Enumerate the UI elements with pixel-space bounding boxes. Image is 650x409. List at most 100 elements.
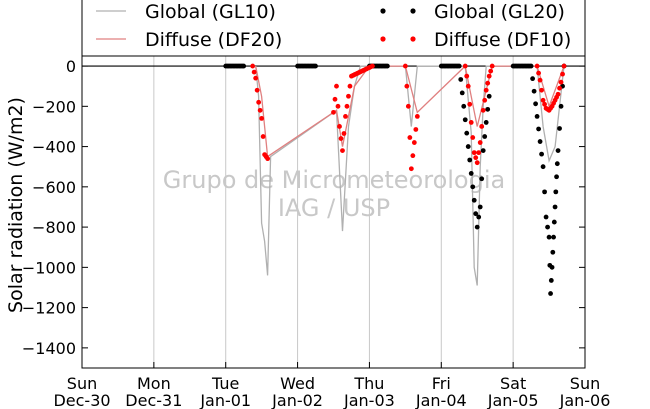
data-point <box>561 63 567 69</box>
legend-label-gl20: Global (GL20) <box>434 1 565 23</box>
y-tick-label: −800 <box>32 218 76 237</box>
legend-item-gl10: Global (GL10) <box>96 1 276 23</box>
data-point <box>554 174 559 180</box>
x-tick-date: Dec-30 <box>53 391 110 409</box>
data-point <box>536 70 541 76</box>
data-point <box>543 214 549 220</box>
data-point <box>539 87 544 93</box>
data-point <box>346 93 351 99</box>
data-point <box>471 197 477 203</box>
data-point <box>464 73 470 79</box>
x-tick-date: Jan-02 <box>271 391 323 409</box>
data-point <box>461 103 467 109</box>
x-tick-date: Dec-31 <box>125 391 182 409</box>
x-tick-day: Sat <box>500 374 526 393</box>
data-point <box>313 63 318 69</box>
data-point <box>479 124 485 129</box>
data-point <box>468 120 474 125</box>
data-point <box>407 135 413 140</box>
data-point <box>411 140 417 145</box>
data-point <box>347 83 353 89</box>
legend-label-df20: Diffuse (DF20) <box>145 29 282 51</box>
data-point <box>477 204 483 210</box>
data-point <box>480 107 486 113</box>
data-point <box>334 83 339 89</box>
x-tick-date: Jan-06 <box>559 391 611 409</box>
data-point <box>241 63 247 69</box>
data-point <box>405 103 411 109</box>
x-tick-date: Jan-01 <box>199 391 251 409</box>
legend: Global (GL10) Diffuse (DF20) Global (GL2… <box>81 0 586 57</box>
data-point <box>404 83 410 89</box>
data-point <box>470 184 476 190</box>
y-axis-label: Solar radiation (W/m2) <box>5 97 27 313</box>
data-point <box>546 234 552 240</box>
data-point <box>534 113 540 119</box>
x-tick-day: Mon <box>137 374 171 393</box>
data-point <box>456 63 462 69</box>
data-point <box>402 63 408 69</box>
y-tick-label: −600 <box>32 178 76 197</box>
data-point <box>476 214 482 220</box>
data-point <box>473 155 479 161</box>
data-point <box>540 164 546 170</box>
data-point <box>483 87 489 93</box>
data-point <box>408 166 414 172</box>
y-tick-label: −1400 <box>22 339 76 358</box>
data-point <box>473 211 479 217</box>
data-point <box>477 140 483 145</box>
data-point <box>337 124 342 129</box>
x-tick-day: Thu <box>353 374 384 393</box>
data-point <box>458 77 464 82</box>
x-tick-day: Fri <box>432 374 451 393</box>
data-point <box>482 134 488 139</box>
data-point <box>534 63 540 69</box>
data-point <box>483 120 489 125</box>
data-point <box>384 63 390 69</box>
data-point <box>555 91 561 97</box>
legend-label-gl10: Global (GL10) <box>145 1 276 23</box>
data-point <box>553 189 559 195</box>
series-df10 <box>250 63 567 172</box>
data-point <box>485 106 491 112</box>
data-point <box>540 97 546 103</box>
data-point <box>560 71 565 77</box>
legend-box <box>81 0 586 57</box>
data-point <box>470 135 476 140</box>
data-point <box>474 160 480 166</box>
data-point <box>338 136 344 141</box>
x-tick-day: Sun <box>570 374 600 393</box>
data-point <box>370 63 375 69</box>
data-point <box>259 116 265 121</box>
x-tick-date: Jan-05 <box>487 391 539 409</box>
data-point <box>344 103 350 109</box>
data-point <box>471 150 477 156</box>
series-gl20 <box>223 63 567 296</box>
data-point <box>542 189 547 195</box>
data-point <box>467 101 473 107</box>
data-point <box>468 171 474 176</box>
data-point <box>256 99 262 105</box>
legend-marker-df10-b <box>410 36 416 42</box>
legend-marker-df10-a <box>380 36 386 42</box>
data-point <box>340 148 345 154</box>
y-tick-label: −400 <box>32 138 76 157</box>
data-point <box>545 224 550 230</box>
data-point <box>548 278 554 283</box>
data-point <box>476 150 482 156</box>
data-point <box>479 176 485 182</box>
data-point <box>489 63 495 69</box>
data-point <box>254 87 260 93</box>
series-layer <box>223 63 567 296</box>
x-axis-ticks: SunDec-30MonDec-31TueJan-01WedJan-02ThuJ… <box>53 362 610 409</box>
data-point <box>537 139 543 144</box>
legend-item-df20: Diffuse (DF20) <box>96 29 282 51</box>
legend-label-df10: Diffuse (DF10) <box>434 29 571 51</box>
y-tick-label: −1200 <box>22 299 76 318</box>
data-point <box>462 117 468 123</box>
data-point <box>332 96 338 102</box>
data-point <box>533 101 538 107</box>
data-point <box>410 153 416 159</box>
data-point <box>530 76 536 82</box>
x-tick-day: Sun <box>67 374 97 393</box>
